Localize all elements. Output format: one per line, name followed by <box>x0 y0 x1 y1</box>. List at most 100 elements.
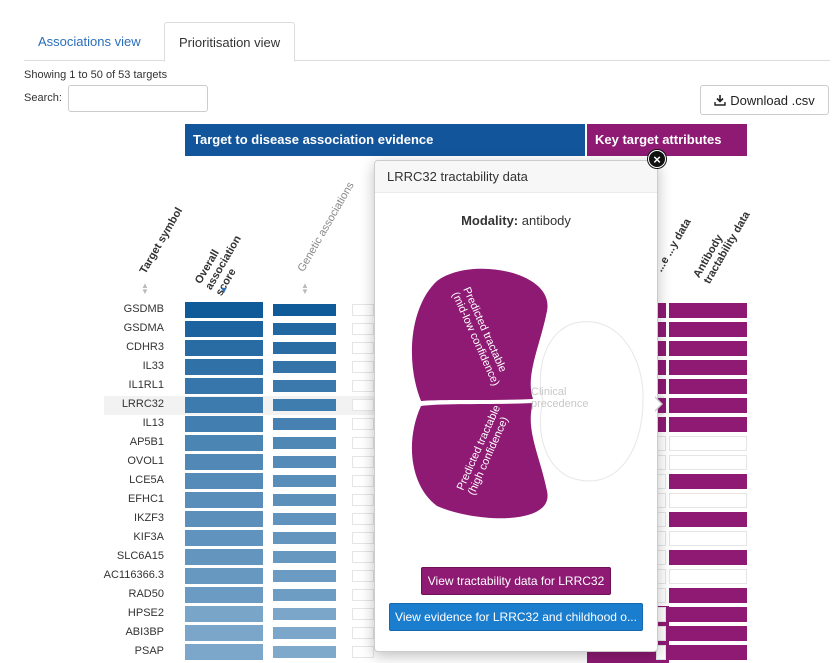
antibody-tractability-cell[interactable] <box>669 588 747 603</box>
target-label[interactable]: ABI3BP <box>125 626 164 638</box>
target-label[interactable]: HPSE2 <box>127 607 164 619</box>
overall-score-cell[interactable] <box>185 644 263 660</box>
genetic-association-cell[interactable] <box>273 513 336 525</box>
evidence-cell-empty[interactable] <box>352 456 374 468</box>
target-label[interactable]: LCE5A <box>129 474 164 486</box>
genetic-association-cell[interactable] <box>273 380 336 392</box>
tab-associations-view[interactable]: Associations view <box>38 34 141 49</box>
overall-score-cell[interactable] <box>185 587 263 603</box>
antibody-tractability-cell[interactable] <box>669 512 747 527</box>
antibody-tractability-cell[interactable] <box>669 436 747 451</box>
small-molecule-tractability-cell[interactable] <box>656 341 666 356</box>
genetic-association-cell[interactable] <box>273 361 336 373</box>
small-molecule-tractability-cell[interactable] <box>656 379 666 394</box>
genetic-association-cell[interactable] <box>273 532 336 544</box>
close-icon[interactable]: × <box>648 150 666 168</box>
antibody-tractability-cell[interactable] <box>669 474 747 489</box>
overall-score-cell[interactable] <box>185 435 263 451</box>
genetic-association-cell[interactable] <box>273 304 336 316</box>
target-label[interactable]: CDHR3 <box>126 341 164 353</box>
column-header-overall-score[interactable]: Overall association score <box>192 233 244 298</box>
evidence-cell-empty[interactable] <box>352 646 374 658</box>
evidence-cell-empty[interactable] <box>352 304 374 316</box>
overall-score-cell[interactable] <box>185 454 263 470</box>
evidence-cell-empty[interactable] <box>352 342 374 354</box>
target-label[interactable]: EFHC1 <box>127 493 164 505</box>
overall-score-cell[interactable] <box>185 340 263 356</box>
overall-score-cell[interactable] <box>185 359 263 375</box>
evidence-cell-empty[interactable] <box>352 589 374 601</box>
venn-set-clinical-precedence[interactable] <box>539 321 644 482</box>
genetic-association-cell[interactable] <box>273 437 336 449</box>
evidence-cell-empty[interactable] <box>352 532 374 544</box>
antibody-tractability-cell[interactable] <box>669 531 747 546</box>
small-molecule-tractability-cell[interactable] <box>656 645 666 660</box>
target-label[interactable]: KIF3A <box>133 531 164 543</box>
view-tractability-data-button[interactable]: View tractability data for LRRC32 <box>421 567 611 595</box>
antibody-tractability-cell[interactable] <box>669 303 747 318</box>
target-label[interactable]: GSDMB <box>123 303 164 315</box>
venn-set-mid-low-confidence[interactable] <box>411 268 548 401</box>
evidence-cell-empty[interactable] <box>352 627 374 639</box>
evidence-cell-empty[interactable] <box>352 323 374 335</box>
overall-score-cell[interactable] <box>185 416 263 432</box>
genetic-association-cell[interactable] <box>273 475 336 487</box>
target-label[interactable]: GSDMA <box>123 322 164 334</box>
evidence-cell-empty[interactable] <box>352 361 374 373</box>
genetic-association-cell[interactable] <box>273 418 336 430</box>
tab-prioritisation-view[interactable]: Prioritisation view <box>164 22 296 62</box>
target-label[interactable]: AP5B1 <box>129 436 164 448</box>
overall-score-cell[interactable] <box>185 568 263 584</box>
genetic-association-cell[interactable] <box>273 342 336 354</box>
evidence-cell-empty[interactable] <box>352 494 374 506</box>
overall-score-cell[interactable] <box>185 492 263 508</box>
search-input[interactable] <box>68 85 208 112</box>
antibody-tractability-cell[interactable] <box>669 379 747 394</box>
small-molecule-tractability-cell[interactable] <box>656 303 666 318</box>
evidence-cell-empty[interactable] <box>352 551 374 563</box>
genetic-association-cell[interactable] <box>273 627 336 639</box>
genetic-association-cell[interactable] <box>273 570 336 582</box>
antibody-tractability-cell[interactable] <box>669 626 747 641</box>
small-molecule-tractability-cell[interactable] <box>656 417 666 432</box>
evidence-cell-empty[interactable] <box>352 475 374 487</box>
target-label[interactable]: PSAP <box>134 645 164 657</box>
evidence-cell-empty[interactable] <box>352 380 374 392</box>
target-label[interactable]: IKZF3 <box>134 512 164 524</box>
target-label[interactable]: IL1RL1 <box>128 379 164 391</box>
antibody-tractability-cell[interactable] <box>669 607 747 622</box>
antibody-tractability-cell[interactable] <box>669 398 747 413</box>
evidence-cell-empty[interactable] <box>352 418 374 430</box>
view-evidence-button[interactable]: View evidence for LRRC32 and childhood o… <box>389 603 643 631</box>
target-label[interactable]: OVOL1 <box>127 455 164 467</box>
genetic-association-cell[interactable] <box>273 589 336 601</box>
antibody-tractability-cell[interactable] <box>669 455 747 470</box>
evidence-cell-empty[interactable] <box>352 437 374 449</box>
overall-score-cell[interactable] <box>185 473 263 489</box>
overall-score-cell[interactable] <box>185 511 263 527</box>
column-header-genetic-associations[interactable]: Genetic associations <box>295 180 357 274</box>
antibody-tractability-cell[interactable] <box>669 569 747 584</box>
sort-icon[interactable]: ▲ ▼ <box>301 281 309 296</box>
small-molecule-tractability-cell[interactable] <box>656 322 666 337</box>
target-label[interactable]: IL33 <box>142 360 164 372</box>
antibody-tractability-cell[interactable] <box>669 417 747 432</box>
evidence-cell-empty[interactable] <box>352 399 374 411</box>
column-header-antibody-tractability[interactable]: Antibody tractability data <box>691 209 753 286</box>
evidence-cell-empty[interactable] <box>352 608 374 620</box>
antibody-tractability-cell[interactable] <box>669 645 747 660</box>
download-csv-button[interactable]: Download .csv <box>700 85 829 115</box>
evidence-cell-empty[interactable] <box>352 570 374 582</box>
antibody-tractability-cell[interactable] <box>669 341 747 356</box>
venn-set-high-confidence[interactable] <box>411 403 548 519</box>
sort-icon[interactable]: ▲ ▼ <box>141 281 149 296</box>
column-header-target-symbol[interactable]: Target symbol <box>137 205 186 276</box>
column-header-small-molecule-partial[interactable]: ...e ...y data <box>653 216 694 274</box>
small-molecule-tractability-cell[interactable] <box>656 360 666 375</box>
target-label[interactable]: LRRC32 <box>121 398 164 410</box>
overall-score-cell[interactable] <box>185 397 263 413</box>
overall-score-cell[interactable] <box>185 549 263 565</box>
antibody-tractability-cell[interactable] <box>669 550 747 565</box>
genetic-association-cell[interactable] <box>273 494 336 506</box>
overall-score-cell[interactable] <box>185 302 263 318</box>
